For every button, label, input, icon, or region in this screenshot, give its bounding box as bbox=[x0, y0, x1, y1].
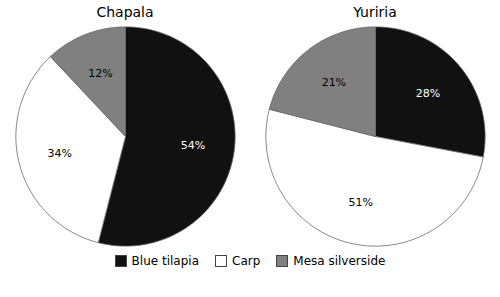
html-text:Carp: Carp bbox=[232, 254, 261, 268]
html-text:Yuriria: Yuriria bbox=[353, 4, 397, 20]
svg-text:54%: 54% bbox=[181, 139, 205, 152]
svg-text:12%: 12% bbox=[88, 67, 112, 80]
html-text:Mesa silverside: Mesa silverside bbox=[293, 254, 386, 268]
svg-text:34%: 34% bbox=[47, 147, 71, 160]
svg-text:51%: 51% bbox=[348, 196, 372, 209]
html-text:Chapala: Chapala bbox=[96, 4, 154, 20]
svg-text:28%: 28% bbox=[416, 87, 440, 100]
svg-text:21%: 21% bbox=[322, 76, 346, 89]
html-text:Blue tilapia: Blue tilapia bbox=[131, 254, 199, 268]
